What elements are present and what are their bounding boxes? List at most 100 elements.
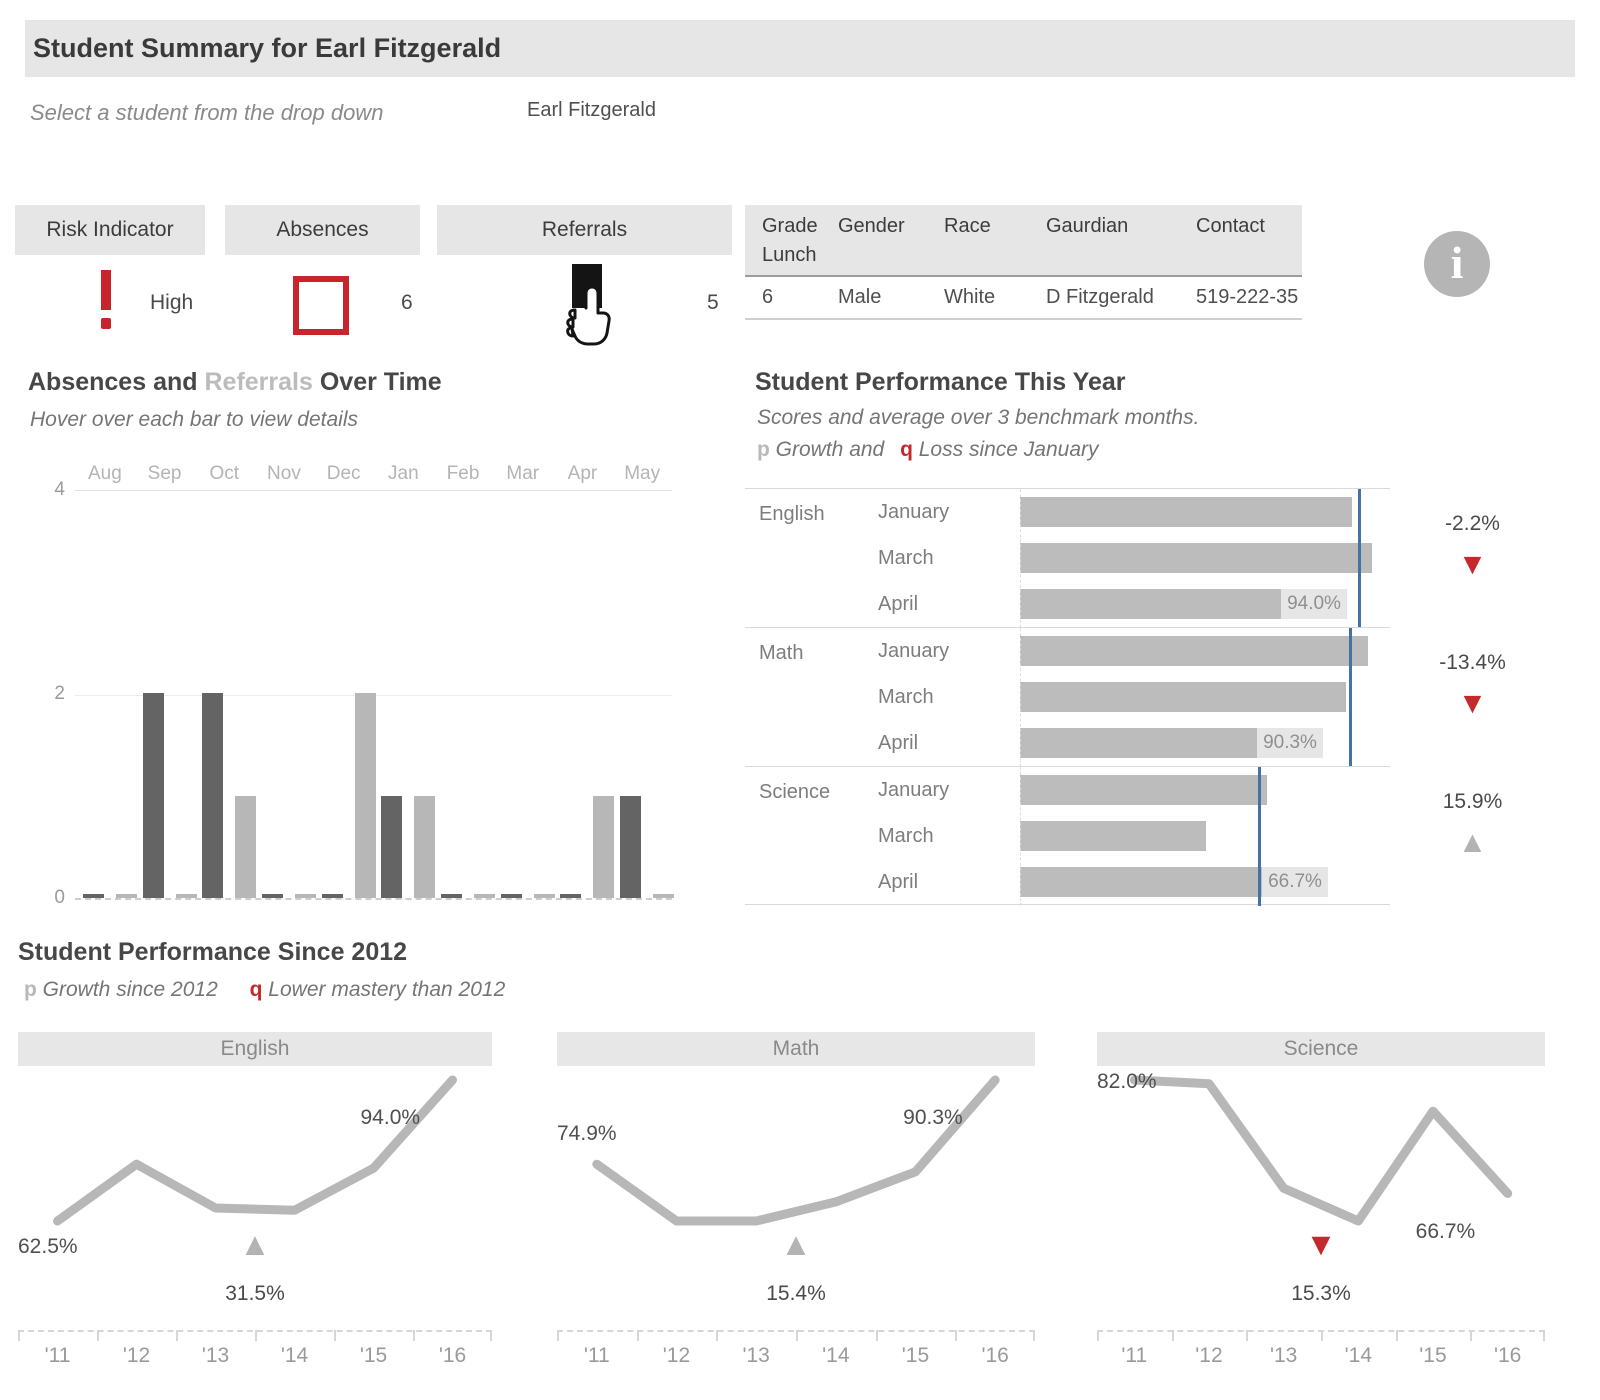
absences-bar-mar[interactable] [500,894,522,898]
table-cell: White [944,286,996,308]
referrals-bar-may[interactable] [653,894,675,898]
score-bar-science-march[interactable] [1020,821,1206,851]
month-label-oct: Oct [209,463,240,484]
trend-delta-value: 15.4% [766,1282,826,1305]
year-label-14: '14 [280,1344,309,1367]
up-glyph: p [24,978,37,1001]
over-time-subtitle: Hover over each bar to view details [30,408,358,431]
absences-bar-apr[interactable] [560,894,582,898]
referrals-bar-apr[interactable] [593,795,615,898]
month-label: March [878,686,934,708]
down-glyph: q [900,438,913,461]
delta-english: -2.2% ▼ [1400,512,1545,580]
start-value-label: 74.9% [557,1122,617,1146]
year-label-15: '15 [901,1344,930,1367]
performance-this-year-chart: English January March April 94.0% -2.2% ▼ Math J… [745,488,1545,906]
since-2012-legend: p Growth since 2012 q Lower mastery than… [24,978,506,1001]
referral-card-hand-icon [566,264,611,346]
month-label-jan: Jan [388,463,419,484]
score-label: 90.3% [1257,728,1323,758]
referrals-bar-sep[interactable] [175,894,197,898]
trend-polyline [1129,1075,1513,1226]
student-dropdown[interactable]: Earl Fitzgerald [527,99,656,121]
perf-row: 94.0% [1020,589,1390,619]
score-label: 94.0% [1281,589,1347,619]
math-trend-chart: Math 74.9% 90.3% ▲ 15.4% '11 '12 '13 '14 '15 '16 [557,1032,1035,1377]
axis-tick [1470,1330,1473,1341]
absences-bar-nov[interactable] [261,894,283,898]
axis-tick [1171,1330,1174,1341]
absences-header: Absences [225,205,420,255]
perf-block-math: Math January March April 90.3% [745,627,1390,767]
table-cell: 6 [762,286,774,308]
y-axis-tick-4: 4 [54,479,65,500]
trend-polyline [53,1075,457,1226]
table-header-contact: Contact [1196,215,1265,237]
this-year-legend: p Growth and q Loss since January [757,438,1099,461]
month-label: March [878,547,934,569]
referrals-bar-feb[interactable] [474,894,496,898]
month-label-aug: Aug [87,463,122,484]
month-label: March [878,825,934,847]
axis-tick [1246,1330,1249,1341]
student-info-table: Grade Gender Race Gaurdian Contact Lunch 6 Ma… [745,205,1302,320]
perf-row: 66.7% [1020,867,1390,897]
referrals-bar-oct[interactable] [235,795,257,898]
perf-row [1020,497,1390,527]
absences-bar-may[interactable] [620,795,642,898]
referrals-bar-jan[interactable] [414,795,436,898]
absences-bar-dec[interactable] [321,894,343,898]
axis-tick [557,1330,559,1341]
referrals-value: 5 [707,291,719,314]
down-triangle-icon: ▼ [1457,548,1488,581]
score-bar-english-march[interactable] [1020,543,1372,573]
english-trend-header: English [18,1032,492,1066]
referrals-bar-aug[interactable] [115,894,137,898]
month-label-mar: Mar [506,463,540,484]
referrals-bar-dec[interactable] [354,693,376,898]
score-bar-english-january[interactable] [1020,497,1352,527]
score-bar-math-january[interactable] [1020,636,1368,666]
end-value-label: 94.0% [360,1106,421,1129]
absences-bar-aug[interactable] [82,894,104,898]
month-label: January [878,779,950,801]
delta-value: -2.2% [1445,512,1500,535]
perf-row [1020,821,1390,851]
axis-zero-line [1020,628,1021,767]
year-label-13: '13 [201,1344,230,1367]
axis-tick [1321,1330,1323,1341]
perf-row: 90.3% [1020,728,1390,758]
absences-referrals-bar-chart: Aug Sep Oct Nov Dec Jan Feb Mar Apr May 4 2 0 [54,463,675,908]
this-year-title: Student Performance This Year [755,368,1126,396]
year-label-16: '16 [1493,1344,1522,1367]
subject-label: Math [759,642,804,664]
start-value-label: 82.0% [1097,1070,1157,1093]
axis-tick [1097,1330,1099,1341]
axis-tick [1395,1330,1398,1341]
down-triangle-icon: ▼ [1305,1226,1337,1262]
year-label-16: '16 [438,1344,467,1367]
axis-tick [490,1330,492,1341]
year-label-14: '14 [822,1344,850,1367]
year-label-11: '11 [44,1344,71,1367]
axis-zero-line [1020,489,1021,628]
down-triangle-icon: ▼ [1457,687,1488,720]
score-bar-math-march[interactable] [1020,682,1346,712]
info-icon[interactable]: i [1424,231,1490,297]
absences-bar-jan[interactable] [381,795,403,898]
table-cell: Male [838,286,882,308]
axis-tick [413,1330,415,1341]
absences-bar-oct[interactable] [202,693,224,898]
score-bar-science-january[interactable] [1020,775,1267,805]
month-label-apr: Apr [567,463,598,484]
delta-math: -13.4% ▼ [1400,651,1545,719]
referrals-bar-mar[interactable] [533,894,555,898]
down-glyph: q [249,978,263,1001]
table-header-lunch: Lunch [762,244,817,266]
trend-line-math [592,1075,1000,1226]
absences-value: 6 [401,291,413,314]
absences-bar-feb[interactable] [441,894,463,898]
absences-bar-sep[interactable] [142,693,164,898]
referrals-bar-nov[interactable] [294,894,316,898]
